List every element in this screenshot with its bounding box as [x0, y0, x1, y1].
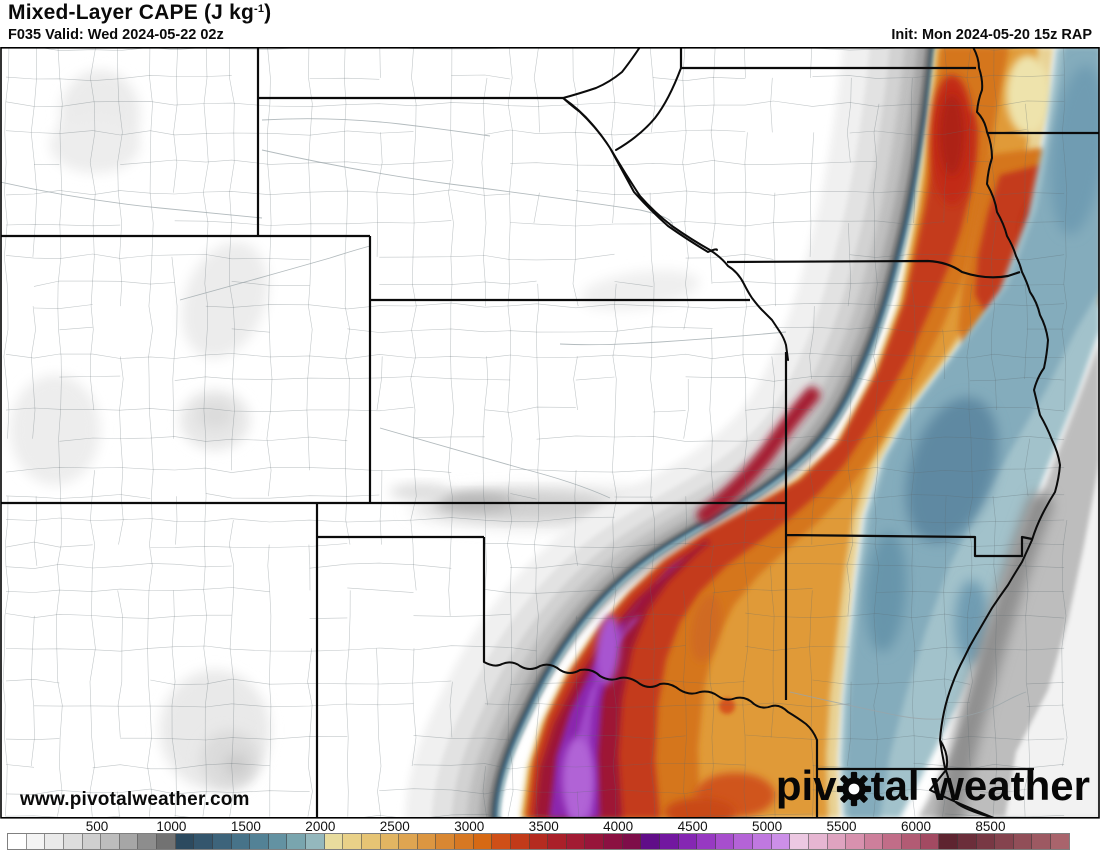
colorbar-tick-label: 4500 — [677, 819, 708, 834]
colorbar-swatch — [1051, 834, 1069, 849]
colorbar-tick-label: 3500 — [528, 819, 559, 834]
colorbar-swatch — [268, 834, 288, 849]
colorbar-swatch — [920, 834, 940, 849]
colorbar-swatch — [827, 834, 847, 849]
colorbar-swatch — [790, 834, 809, 849]
colorbar-tick-label: 3000 — [454, 819, 485, 834]
colorbar-swatch — [957, 834, 977, 849]
colorbar-swatch — [697, 834, 716, 849]
colorbar-swatch — [883, 834, 902, 849]
colorbar-swatch — [529, 834, 549, 849]
colorbar-swatch — [753, 834, 772, 849]
colorbar-tick-labels: 500 1000 1500 2000 2500 3000 3500 4000 4500 5000 5… — [0, 819, 1100, 834]
colorbar-swatch — [361, 834, 381, 849]
colorbar-swatch — [8, 834, 27, 849]
colorbar-swatch — [1032, 834, 1051, 849]
colorbar-swatch — [995, 834, 1014, 849]
colorbar-swatch — [715, 834, 735, 849]
colorbar-swatch — [510, 834, 530, 849]
colorbar-swatch — [473, 834, 493, 849]
valid-time-label: F035 Valid: Wed 2024-05-22 02z — [8, 27, 224, 43]
site-url-watermark: www.pivotalweather.com — [20, 789, 250, 810]
colorbar-tick-label: 8500 — [975, 819, 1006, 834]
colorbar-swatch — [864, 834, 884, 849]
colorbar-swatch — [138, 834, 157, 849]
colorbar-tick-label: 5000 — [752, 819, 783, 834]
colorbar-swatch — [808, 834, 828, 849]
colorbar-tick-label: 5500 — [826, 819, 857, 834]
colorbar-tick-label: 2000 — [305, 819, 336, 834]
colorbar-swatch — [26, 834, 46, 849]
colorbar-swatch — [455, 834, 474, 849]
colorbar-swatch — [902, 834, 921, 849]
colorbar-swatch — [231, 834, 251, 849]
colorbar-swatch — [585, 834, 604, 849]
colorbar-tick-label: 2500 — [379, 819, 410, 834]
gear-icon — [836, 771, 871, 807]
colorbar-swatch — [566, 834, 586, 849]
colorbar-swatch — [771, 834, 791, 849]
colorbar-tick-label: 4000 — [603, 819, 634, 834]
colorbar-swatch — [82, 834, 102, 849]
colorbar-swatch — [939, 834, 958, 849]
superscript-exponent: -1 — [253, 3, 265, 15]
colorbar-swatch — [287, 834, 306, 849]
colorbar-swatch — [250, 834, 269, 849]
colorbar-swatch — [976, 834, 996, 849]
colorbar-swatch — [641, 834, 660, 849]
cape-map-canvas[interactable] — [0, 47, 1100, 819]
colorbar-swatch — [734, 834, 753, 849]
colorbar-tick-label: 1500 — [230, 819, 261, 834]
colorbar-swatch — [436, 834, 455, 849]
colorbar-swatch — [63, 834, 83, 849]
colorbar-swatch — [324, 834, 344, 849]
colorbar-tick-label: 1000 — [156, 819, 187, 834]
colorbar-tick-label: 6000 — [900, 819, 932, 834]
map-header: Mixed-Layer CAPE (J kg-1) F035 Valid: We… — [0, 0, 1100, 47]
colorbar-swatch — [678, 834, 698, 849]
colorbar-swatch — [194, 834, 213, 849]
colorbar-swatch — [659, 834, 679, 849]
colorbar-swatch — [1013, 834, 1033, 849]
colorbar-swatch — [548, 834, 567, 849]
colorbar-swatch — [417, 834, 437, 849]
colorbar — [7, 833, 1070, 850]
colorbar-swatch — [157, 834, 176, 849]
colorbar-swatch — [175, 834, 195, 849]
colorbar-swatch — [45, 834, 64, 849]
colorbar-swatch — [399, 834, 418, 849]
colorbar-swatch — [212, 834, 232, 849]
colorbar-swatch — [846, 834, 865, 849]
page-title: Mixed-Layer CAPE (J kg-1) — [8, 1, 272, 24]
colorbar-swatch — [306, 834, 325, 849]
colorbar-swatch — [492, 834, 511, 849]
colorbar-swatch — [380, 834, 400, 849]
colorbar-swatch — [101, 834, 120, 849]
colorbar-swatch — [343, 834, 362, 849]
colorbar-tick-label: 500 — [85, 819, 109, 834]
init-time-label: Init: Mon 2024-05-20 15z RAP — [891, 27, 1092, 43]
brand-logo: piv tal weather — [775, 762, 1090, 809]
colorbar-swatch — [604, 834, 623, 849]
colorbar-swatch — [119, 834, 139, 849]
colorbar-swatch — [622, 834, 642, 849]
